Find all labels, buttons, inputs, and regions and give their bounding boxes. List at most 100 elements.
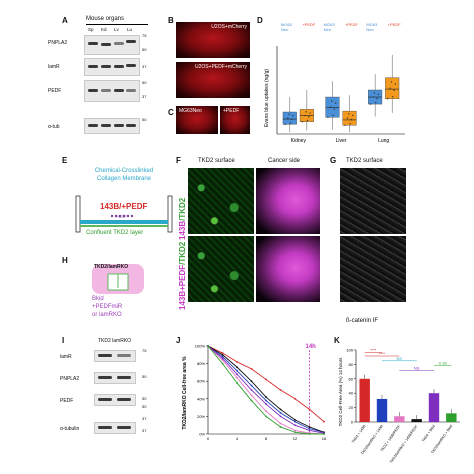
- panel-j-point: [279, 411, 282, 414]
- lane-lu: Lu: [127, 27, 133, 32]
- panel-j-point: [236, 366, 238, 369]
- blot-a-row-pnpla2: PNPLA2: [48, 40, 68, 46]
- micrograph-c1-label: MG63Neo: [179, 108, 202, 114]
- panel-d-group-label: Kidney: [291, 138, 307, 144]
- panel-d-legend-item: Neo: [281, 27, 289, 32]
- panel-j-point: [308, 429, 311, 432]
- panel-e-diagram: [75, 195, 173, 233]
- panel-g-caption: ß-catenin IF: [346, 318, 379, 324]
- blot-i-lamr: [94, 350, 136, 362]
- panel-j-series-1: [207, 345, 325, 433]
- box-point: [393, 89, 395, 92]
- panel-d-ylabel: Evans blue uptakes (ng/g): [264, 69, 270, 127]
- micrograph-f-cancer-143b: [256, 168, 320, 234]
- panel-k-ytick-label: 0: [351, 420, 354, 425]
- panel-k-category-label: TKD2 + Bkid: [421, 424, 436, 443]
- panel-k-bar-2: [394, 416, 405, 422]
- box-point: [377, 93, 380, 95]
- marker-i-75: 75: [142, 348, 147, 353]
- panel-j-point: [250, 384, 253, 387]
- marker-a-50c: 50: [142, 117, 147, 122]
- blot-i-pedf: [94, 394, 136, 406]
- panel-d-legend-item: +PEDF: [388, 22, 402, 27]
- lane-kd: Kd: [101, 27, 107, 32]
- box-point: [373, 92, 376, 94]
- micrograph-g-1: [340, 168, 406, 234]
- panel-f-label: F: [176, 156, 181, 165]
- panel-j-point: [294, 419, 296, 421]
- marker-i-37: 37: [142, 416, 147, 421]
- panel-k-axes: 0 20 40 60 80 100: [346, 348, 460, 425]
- marker-a-50a: 50: [142, 47, 147, 52]
- blot-i-row-lamr: lamR: [60, 354, 72, 360]
- marker-i-50c: 50: [142, 404, 147, 409]
- blot-i-atubulin: [94, 422, 136, 434]
- box-point: [376, 97, 378, 100]
- blot-a-pedf: [84, 80, 140, 102]
- box-point: [390, 81, 393, 83]
- micrograph-g-2: [340, 236, 406, 302]
- micrograph-f-tkd2-143b: [188, 168, 254, 234]
- micrograph-c-pedf: +PEDF: [220, 106, 250, 134]
- micrograph-b-u2os-pedf: U2OS+PEDF+mCherry: [176, 62, 250, 98]
- box-point: [375, 101, 377, 104]
- box-point: [349, 123, 351, 125]
- box-point: [352, 114, 354, 117]
- panel-j-ytick-label: 0%: [199, 432, 205, 437]
- box-point: [394, 83, 397, 85]
- box-point: [309, 112, 311, 114]
- panel-j-point: [294, 431, 296, 434]
- lane-sp: Sp: [88, 27, 94, 32]
- panel-f-row2-b: /TKD2: [178, 241, 187, 265]
- blot-i-row-pedf: PEDF: [60, 398, 74, 404]
- panel-e-bottom: Confluent TKD2 layer: [86, 230, 144, 236]
- micrograph-c-mg63neo: MG63Neo: [176, 106, 218, 134]
- panel-j-point: [250, 389, 253, 391]
- box-point: [292, 114, 294, 117]
- panel-k-bars: [359, 374, 457, 422]
- panel-g-title: TKD2 surface: [346, 158, 383, 164]
- blot-a-row-pedf: PEDF: [48, 88, 62, 94]
- panel-a-label: A: [62, 16, 68, 25]
- panel-g-label: G: [330, 156, 337, 165]
- panel-j-point: [308, 408, 311, 411]
- panel-j-lines: [207, 345, 325, 435]
- panel-d-legend-item: +PEDF: [302, 22, 316, 27]
- panel-j-point: [323, 433, 325, 435]
- marker-i-37b: 37: [142, 428, 147, 433]
- box-point: [344, 124, 346, 126]
- box-lung-1: [385, 77, 400, 100]
- panel-d-label: D: [257, 16, 263, 25]
- panel-j-xtick-label: 12: [293, 436, 298, 441]
- panel-k-bar-5: [446, 413, 457, 422]
- panel-j-xtick-label: 0: [207, 436, 210, 441]
- panel-j-point: [250, 394, 253, 397]
- box-point: [372, 96, 374, 98]
- panel-d-group-label: Liver: [336, 138, 347, 144]
- panel-j-point: [265, 399, 267, 402]
- blot-i-row-atubulin: α-tubulin: [60, 426, 80, 432]
- panel-i-label: I: [62, 336, 65, 345]
- box-point: [389, 87, 391, 89]
- panel-j-xtick-label: 16: [322, 436, 327, 441]
- blot-a-row-atub: α-tub: [48, 124, 60, 130]
- panel-j-point: [265, 410, 267, 413]
- box-point: [289, 122, 292, 124]
- box-point: [334, 102, 337, 104]
- box-point: [329, 106, 332, 108]
- panel-a-header-line: [86, 24, 148, 25]
- panel-j-point: [279, 422, 282, 425]
- panel-j-point: [250, 399, 253, 402]
- panel-j-ytick-label: 100%: [195, 344, 206, 349]
- panel-f-col2: Cancer side: [268, 158, 301, 164]
- panel-c-label: C: [168, 108, 174, 117]
- panel-k-ytick-label: 60: [349, 376, 354, 381]
- panel-j-marker-label: 14h: [306, 344, 317, 350]
- panel-j-point: [250, 367, 253, 370]
- panel-k-ytick-label: 100: [346, 348, 353, 353]
- panel-k-ytick-label: 40: [349, 391, 354, 396]
- panel-f-row1-a: 143B: [178, 220, 187, 240]
- panel-j-point: [236, 376, 238, 379]
- panel-k-label: K: [334, 336, 340, 345]
- box-point: [331, 100, 333, 102]
